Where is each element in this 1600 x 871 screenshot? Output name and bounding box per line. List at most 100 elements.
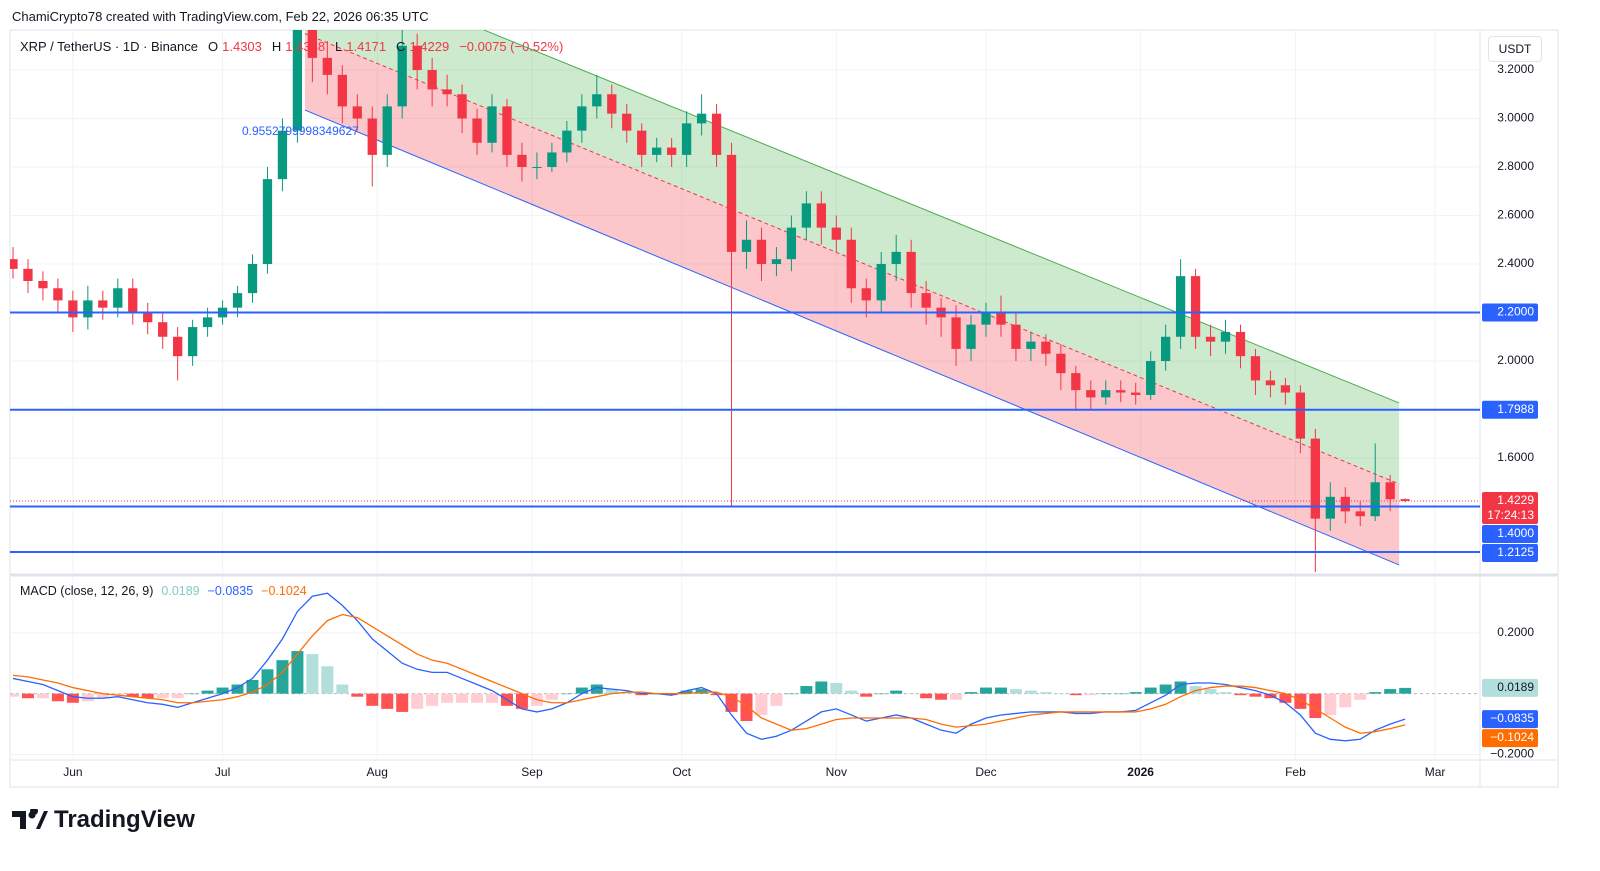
histogram-bar [36,693,49,699]
candle-body [143,312,153,323]
histogram-bar [276,660,289,694]
channel-line [304,109,1400,566]
candle-body [711,113,722,155]
candle-body [1280,385,1291,393]
candle-body [247,264,258,294]
histogram-bar [201,690,214,694]
macd-title: MACD (close, 12, 26, 9) [20,584,154,598]
candle-body [1041,341,1051,354]
price-box-label: 17:24:13 [1487,508,1534,522]
histogram-bar [560,693,573,695]
histogram-bar [575,687,588,694]
histogram-bar [441,693,454,703]
price-box-label: 1.2125 [1497,545,1534,559]
histogram-bar [1099,693,1112,695]
candle-body [322,57,332,75]
histogram-bar [740,693,753,722]
histogram-bar [216,687,229,694]
candle-body [1325,496,1335,519]
histogram-bar [396,693,409,712]
candle-body [1026,341,1036,349]
histogram-bar [545,693,558,700]
histogram-bar [725,693,738,712]
histogram-bar [1144,687,1157,694]
price-box [1482,303,1538,322]
candle-body [1101,390,1111,398]
candle-body [53,288,63,301]
candle-body [128,288,138,313]
symbol: XRP / TetherUS · 1D · Binance [20,39,198,54]
candle-body [427,70,437,90]
candle-body [472,118,482,143]
histogram-bar [111,693,124,696]
histogram-bar [51,693,64,702]
histogram-bar [1354,693,1367,700]
candle-body [68,300,78,318]
candle-body [1310,438,1320,519]
macd-box [1482,710,1538,729]
histogram-bar [261,669,274,694]
histogram-bar [291,651,304,694]
x-tick-label: Oct [672,765,691,779]
low-value: 1.4171 [346,39,387,54]
macd-box-label: −0.0835 [1490,711,1534,725]
histogram-bar [845,690,858,694]
candle-body [83,300,93,318]
candle-body [442,89,452,95]
price-box [1482,400,1538,419]
histogram-bar [1339,693,1352,708]
high-value: 1.4338 [285,39,326,54]
price-box-label: 1.4229 [1497,493,1534,507]
hist-value: 0.0189 [161,584,200,598]
candle-body [1355,511,1365,517]
candle-body [996,312,1006,325]
candle-body [1370,482,1380,517]
candle-body [187,327,198,357]
candle-body [637,130,647,155]
candle-body [1190,276,1201,337]
x-tick-label: Sep [521,765,543,779]
histogram-bar [875,693,888,695]
histogram-bar [186,693,199,695]
histogram-bar [156,693,169,699]
histogram-bar [1294,693,1307,709]
candle-body [397,45,407,107]
histogram-bar [81,693,94,702]
histogram-bar [620,692,633,694]
candle-body [517,154,527,168]
candle-body [876,264,886,301]
open-value: 1.4303 [222,39,262,54]
candle-body [1086,390,1096,398]
histogram-bar [994,687,1007,694]
x-tick-label: Jul [215,765,230,779]
candle-body [1385,482,1395,500]
candle-body [921,293,931,308]
histogram-bar [665,693,678,696]
histogram-bar [1114,693,1127,695]
logo-text: TradingView [54,806,195,833]
histogram-bar [1264,693,1277,699]
x-tick-label: Feb [1285,765,1306,779]
candle-body [607,94,617,114]
candle-body [547,152,557,168]
candle-body [891,251,901,265]
candle-body [861,288,871,301]
macd-box [1482,729,1538,748]
candle-body [696,113,707,124]
candle-body [667,147,677,155]
candle-body [232,293,243,308]
histogram-bar [680,690,693,694]
price-box [1482,491,1538,524]
histogram-bar [486,693,499,703]
histogram-bar [351,693,364,697]
x-tick-label: Mar [1425,765,1446,779]
candle-body [1131,392,1141,395]
logo-icon [12,809,48,829]
histogram-bar [1129,692,1142,694]
currency-button[interactable]: USDT [1488,36,1542,62]
histogram-bar [815,681,828,694]
histogram-bar [456,693,469,703]
candle-body [202,317,213,328]
